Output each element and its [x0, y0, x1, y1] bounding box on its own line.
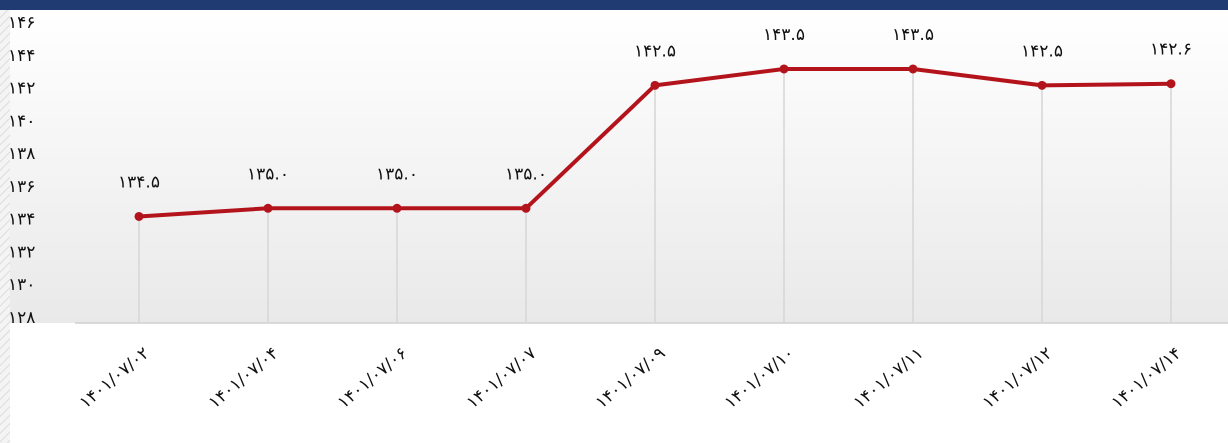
- point: [263, 203, 273, 213]
- point: [1037, 80, 1047, 90]
- point: [392, 203, 402, 213]
- y-tick-label: ۱۲۸: [8, 308, 35, 328]
- data-label: ۱۴۳.۵: [763, 25, 805, 45]
- point: [521, 203, 531, 213]
- point: [779, 64, 789, 74]
- data-label: ۱۴۲.۵: [1021, 41, 1063, 61]
- y-tick-label: ۱۳۶: [8, 177, 35, 197]
- data-label: ۱۳۵.۰: [505, 164, 547, 184]
- data-label: ۱۳۴.۵: [118, 172, 160, 192]
- y-tick-label: ۱۳۴: [8, 210, 35, 230]
- plot-background: [0, 10, 1228, 323]
- point: [1166, 79, 1176, 89]
- y-tick-label: ۱۴۴: [8, 46, 35, 66]
- point: [908, 64, 918, 74]
- point: [134, 211, 144, 221]
- header-bar: [0, 0, 1228, 10]
- point: [650, 80, 660, 90]
- y-tick-label: ۱۴۶: [8, 13, 35, 33]
- side-pattern: [0, 10, 10, 443]
- data-label: ۱۴۳.۵: [892, 25, 934, 45]
- data-label: ۱۳۵.۰: [247, 164, 289, 184]
- data-label: ۱۴۲.۶: [1150, 40, 1192, 60]
- y-tick-label: ۱۴۰: [8, 111, 35, 131]
- y-tick-label: ۱۳۰: [8, 275, 35, 295]
- data-label: ۱۳۵.۰: [376, 164, 418, 184]
- data-label: ۱۴۲.۵: [634, 41, 676, 61]
- y-tick-label: ۱۳۸: [8, 144, 35, 164]
- y-tick-label: ۱۳۲: [8, 242, 35, 262]
- y-tick-label: ۱۴۲: [8, 79, 35, 99]
